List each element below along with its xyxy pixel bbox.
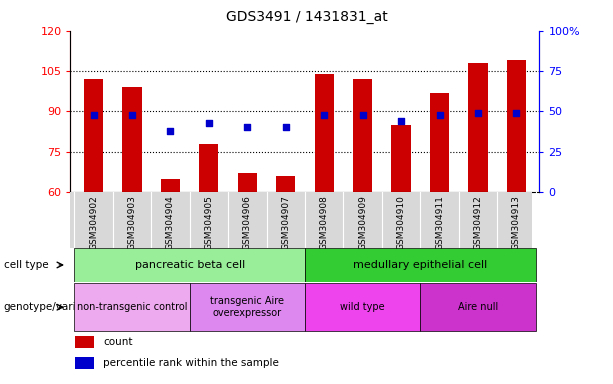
- Text: medullary epithelial cell: medullary epithelial cell: [353, 260, 487, 270]
- Text: genotype/variation: genotype/variation: [4, 302, 102, 312]
- Text: cell type: cell type: [4, 260, 48, 270]
- Point: [473, 110, 483, 116]
- Text: GDS3491 / 1431831_at: GDS3491 / 1431831_at: [226, 10, 387, 23]
- Bar: [75, 336, 94, 348]
- Text: pancreatic beta cell: pancreatic beta cell: [134, 260, 245, 270]
- Point: [319, 111, 329, 118]
- Text: GSM304905: GSM304905: [204, 195, 213, 250]
- Bar: [74, 283, 189, 331]
- Text: non-transgenic control: non-transgenic control: [77, 302, 187, 312]
- Text: GSM304902: GSM304902: [89, 195, 98, 250]
- Text: GSM304906: GSM304906: [243, 195, 252, 250]
- Bar: [468, 63, 487, 192]
- Point: [358, 111, 368, 118]
- Point: [435, 111, 444, 118]
- Text: GSM304912: GSM304912: [473, 195, 482, 250]
- Text: GSM304911: GSM304911: [435, 195, 444, 250]
- Text: GSM304907: GSM304907: [281, 195, 290, 250]
- Bar: [189, 283, 305, 331]
- Text: count: count: [104, 337, 133, 347]
- Text: Aire null: Aire null: [458, 302, 498, 312]
- Point: [242, 124, 252, 131]
- Bar: [74, 248, 305, 281]
- Bar: [305, 248, 536, 281]
- Text: GSM304908: GSM304908: [320, 195, 329, 250]
- Point: [166, 127, 175, 134]
- Bar: [507, 60, 526, 192]
- Text: GSM304903: GSM304903: [128, 195, 137, 250]
- Bar: [421, 283, 536, 331]
- Text: GSM304909: GSM304909: [358, 195, 367, 250]
- Bar: [161, 179, 180, 192]
- Text: GSM304904: GSM304904: [166, 195, 175, 250]
- Bar: [276, 176, 295, 192]
- Point: [511, 110, 521, 116]
- Text: transgenic Aire
overexpressor: transgenic Aire overexpressor: [210, 296, 284, 318]
- Bar: [123, 87, 142, 192]
- Bar: [430, 93, 449, 192]
- Text: percentile rank within the sample: percentile rank within the sample: [104, 358, 279, 368]
- Bar: [314, 74, 334, 192]
- Text: GSM304910: GSM304910: [397, 195, 406, 250]
- Text: GSM304913: GSM304913: [512, 195, 521, 250]
- Bar: [238, 173, 257, 192]
- Point: [396, 118, 406, 124]
- Bar: [353, 79, 372, 192]
- Point: [204, 119, 214, 126]
- Bar: [75, 357, 94, 369]
- Point: [127, 111, 137, 118]
- Point: [281, 124, 291, 131]
- Bar: [84, 79, 103, 192]
- Point: [89, 111, 99, 118]
- Bar: [305, 283, 421, 331]
- Text: wild type: wild type: [340, 302, 385, 312]
- Bar: [199, 144, 218, 192]
- Bar: [392, 125, 411, 192]
